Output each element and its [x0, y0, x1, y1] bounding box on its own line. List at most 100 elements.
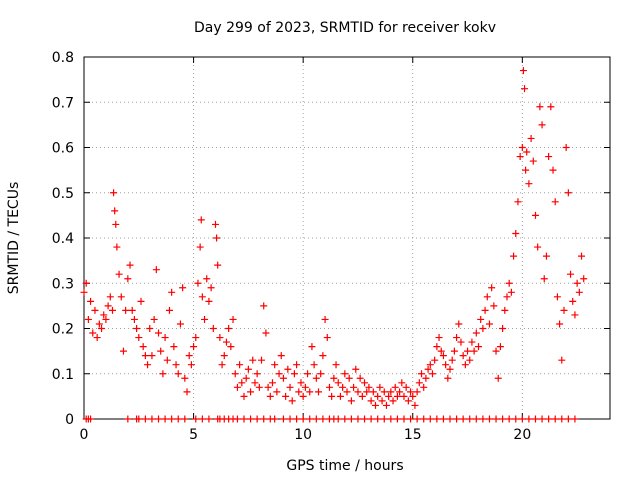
- data-point: [187, 361, 195, 369]
- data-point: [220, 352, 228, 360]
- data-point: [106, 293, 114, 301]
- data-point: [139, 343, 147, 351]
- data-point: [293, 361, 301, 369]
- data-point: [181, 415, 189, 423]
- data-point: [104, 302, 112, 310]
- data-point: [301, 383, 309, 391]
- data-point: [150, 315, 158, 323]
- data-point: [453, 415, 461, 423]
- data-point: [352, 365, 360, 373]
- data-point: [277, 352, 285, 360]
- data-point: [297, 379, 305, 387]
- data-point: [376, 383, 384, 391]
- data-point: [518, 144, 526, 151]
- data-point: [306, 388, 314, 396]
- data-point: [325, 383, 333, 391]
- data-point: [369, 388, 377, 396]
- data-point: [564, 189, 572, 197]
- data-point: [404, 397, 412, 405]
- data-point: [286, 415, 294, 423]
- data-point: [556, 320, 564, 328]
- y-tick-label: 0.2: [52, 322, 74, 338]
- data-point: [148, 415, 156, 423]
- data-point: [558, 415, 566, 423]
- data-point: [293, 415, 301, 423]
- data-point: [249, 356, 257, 364]
- data-point: [275, 370, 283, 378]
- data-point: [503, 293, 511, 301]
- data-point: [411, 401, 419, 409]
- data-point: [135, 415, 143, 423]
- y-tick-label: 0: [65, 412, 74, 428]
- grid-lines: [84, 57, 610, 419]
- data-point: [573, 279, 581, 287]
- data-point: [413, 388, 421, 396]
- data-point: [450, 347, 458, 355]
- data-point: [172, 361, 180, 369]
- data-point: [144, 361, 152, 369]
- data-point: [470, 347, 478, 355]
- x-tick-label: 20: [513, 427, 531, 443]
- data-point: [260, 415, 268, 423]
- data-point: [496, 343, 504, 351]
- data-point: [413, 415, 421, 423]
- data-point: [240, 392, 248, 400]
- data-point: [339, 383, 347, 391]
- data-point: [247, 415, 255, 423]
- data-point: [197, 216, 205, 224]
- data-point: [100, 311, 108, 319]
- data-point: [431, 356, 439, 364]
- data-point: [505, 415, 513, 423]
- data-point: [461, 361, 469, 369]
- data-point: [347, 397, 355, 405]
- data-point: [108, 306, 116, 314]
- data-point: [387, 388, 395, 396]
- data-point: [361, 415, 369, 423]
- data-point: [424, 365, 432, 373]
- data-point: [233, 415, 241, 423]
- data-point: [174, 370, 182, 378]
- data-point: [124, 275, 132, 283]
- data-point: [115, 270, 123, 278]
- y-tick-label: 0.3: [52, 276, 74, 292]
- data-point: [262, 329, 270, 337]
- y-tick-label: 0.7: [52, 95, 74, 111]
- data-point: [225, 325, 233, 332]
- data-point: [133, 325, 141, 332]
- data-point: [201, 315, 209, 323]
- data-point: [317, 370, 325, 378]
- data-point: [356, 374, 364, 382]
- data-point: [319, 352, 327, 360]
- data-point: [393, 392, 401, 400]
- data-point: [124, 415, 132, 423]
- data-point: [102, 315, 110, 323]
- data-point: [347, 415, 355, 423]
- data-point: [240, 415, 248, 423]
- data-point: [323, 334, 331, 342]
- data-point: [371, 401, 379, 409]
- data-point: [321, 315, 329, 323]
- data-point: [400, 415, 408, 423]
- data-point: [203, 275, 211, 283]
- data-point: [185, 352, 193, 360]
- data-point: [290, 370, 298, 378]
- axis-ticks: 0 0.1 0.2 0.3 0.4 0.5 0.6 0.7 0.8 0 5 10 15 20: [52, 50, 610, 443]
- data-point: [255, 383, 263, 391]
- data-point: [213, 234, 221, 242]
- data-point: [113, 243, 121, 251]
- data-point: [242, 374, 250, 382]
- data-point: [148, 352, 156, 360]
- y-tick-label: 0.5: [52, 186, 74, 202]
- data-point: [521, 85, 529, 93]
- chart-title: Day 299 of 2023, SRMTID for receiver kok…: [194, 20, 496, 36]
- data-point: [385, 392, 393, 400]
- data-point: [310, 361, 318, 369]
- data-point: [374, 392, 382, 400]
- data-point: [396, 388, 404, 396]
- data-point: [380, 415, 388, 423]
- data-point: [374, 415, 382, 423]
- data-point: [194, 279, 202, 287]
- y-tick-label: 0.1: [52, 367, 74, 383]
- data-point: [229, 315, 237, 323]
- data-point: [155, 415, 163, 423]
